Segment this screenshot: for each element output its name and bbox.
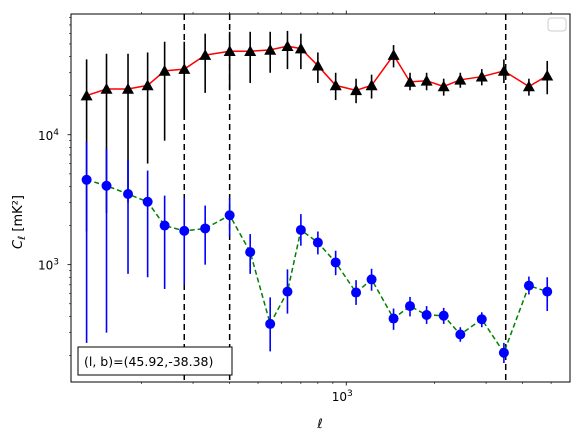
triangle-marker bbox=[437, 80, 450, 92]
circle-marker bbox=[421, 309, 432, 320]
circle-marker bbox=[81, 174, 92, 185]
legend bbox=[547, 17, 567, 32]
circle-marker bbox=[542, 286, 553, 297]
x-axis-label: ℓ bbox=[316, 417, 322, 432]
triangle-marker bbox=[365, 79, 378, 91]
circle-marker bbox=[282, 286, 293, 297]
triangle-marker bbox=[522, 80, 535, 92]
circle-marker bbox=[498, 347, 509, 358]
circle-marker bbox=[351, 287, 362, 298]
axis-ticks: 103 103 104 bbox=[38, 10, 552, 404]
circle-marker bbox=[312, 237, 323, 248]
annotation-text: (l, b)=(45.92,-38.38) bbox=[84, 354, 213, 369]
triangle-marker bbox=[387, 49, 400, 60]
annotation-box: (l, b)=(45.92,-38.38) bbox=[77, 346, 233, 376]
triangle-marker bbox=[329, 79, 342, 91]
plot-frame bbox=[70, 13, 571, 383]
circle-marker bbox=[366, 274, 377, 285]
circle-marker bbox=[101, 180, 112, 191]
circle-marker bbox=[388, 313, 399, 324]
circle-marker bbox=[245, 247, 256, 258]
y-tick-label: 104 bbox=[38, 128, 59, 143]
triangle-marker bbox=[420, 74, 433, 86]
circle-marker bbox=[200, 223, 211, 234]
triangle-marker bbox=[264, 43, 277, 55]
triangle-marker bbox=[178, 63, 191, 74]
triangle-marker bbox=[311, 59, 324, 71]
triangle-marker bbox=[404, 75, 416, 87]
annotation-frame bbox=[77, 346, 233, 376]
circle-marker bbox=[476, 314, 487, 325]
circle-marker bbox=[224, 210, 235, 221]
triangle-marker bbox=[244, 45, 257, 56]
circle-marker bbox=[330, 257, 341, 268]
y-tick-label: 103 bbox=[38, 258, 59, 273]
series-2 bbox=[81, 141, 553, 364]
triangle-marker bbox=[80, 89, 93, 101]
triangle-marker bbox=[223, 45, 236, 56]
triangle-marker bbox=[141, 79, 154, 91]
circle-marker bbox=[265, 318, 276, 329]
circle-marker bbox=[523, 280, 534, 291]
triangle-marker bbox=[281, 40, 294, 51]
circle-marker bbox=[159, 220, 170, 231]
triangle-marker bbox=[158, 64, 171, 76]
legend-box bbox=[547, 17, 567, 32]
circle-marker bbox=[179, 225, 190, 236]
series-1 bbox=[80, 30, 554, 232]
circle-marker bbox=[455, 329, 466, 340]
triangle-marker bbox=[100, 83, 113, 94]
circle-marker bbox=[438, 310, 449, 321]
triangle-marker bbox=[294, 42, 307, 54]
circle-marker bbox=[123, 188, 134, 199]
circle-marker bbox=[405, 301, 416, 312]
triangle-marker bbox=[350, 84, 363, 96]
triangle-marker bbox=[199, 49, 212, 60]
circle-marker bbox=[295, 224, 306, 235]
triangle-marker bbox=[497, 64, 510, 76]
series-layer bbox=[80, 30, 554, 364]
triangle-marker bbox=[454, 73, 467, 85]
triangle-marker bbox=[475, 70, 488, 82]
triangle-marker bbox=[541, 69, 554, 81]
x-tick-label: 103 bbox=[332, 389, 353, 404]
triangle-marker bbox=[122, 83, 134, 94]
y-axis-label: Cℓ [mK²] bbox=[11, 195, 28, 249]
circle-marker bbox=[142, 196, 153, 207]
